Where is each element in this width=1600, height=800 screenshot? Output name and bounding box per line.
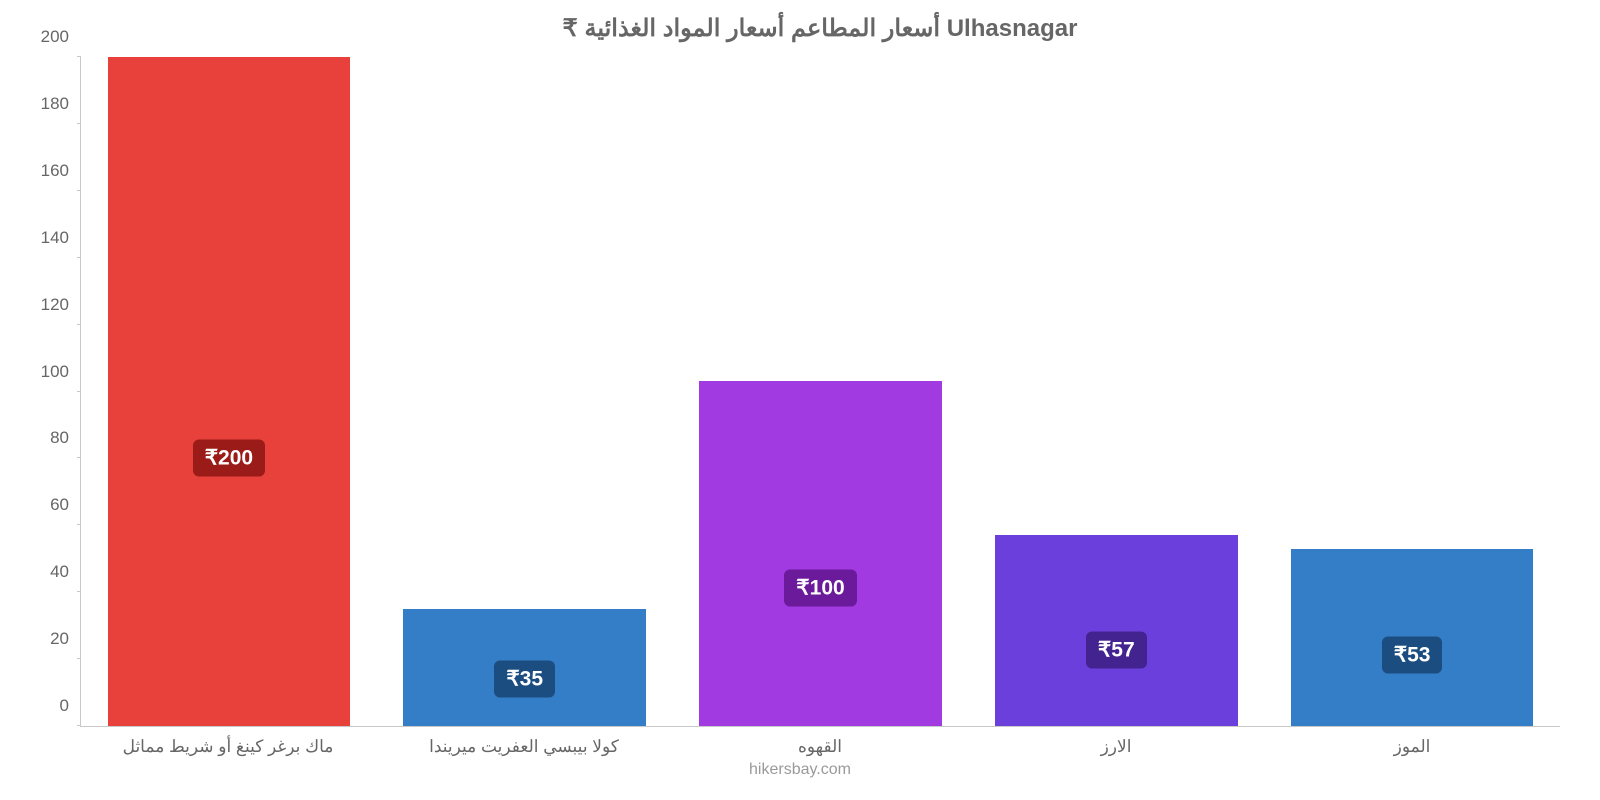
bar-slot: ₹57: [968, 57, 1264, 726]
plot-area: ₹200₹35₹100₹57₹53 0204060801001201401601…: [80, 57, 1560, 727]
y-tick: [77, 123, 81, 124]
bar: ₹100: [699, 381, 942, 726]
price-bar-chart: ₹ أسعار المطاعم أسعار المواد الغذائية Ul…: [0, 0, 1600, 800]
value-badge: ₹57: [1086, 631, 1147, 668]
bar: ₹35: [403, 609, 646, 726]
value-badge: ₹100: [784, 570, 856, 607]
value-badge: ₹53: [1382, 637, 1443, 674]
x-tick-label: ماك برغر كينغ أو شريط مماثل: [80, 727, 376, 757]
y-tick-label: 120: [41, 295, 81, 315]
y-tick-label: 160: [41, 161, 81, 181]
y-tick-label: 0: [60, 696, 81, 716]
bars-container: ₹200 ₹35 ₹100 ₹57 ₹53: [81, 57, 1560, 726]
bar-slot: ₹100: [673, 57, 969, 726]
y-tick: [77, 524, 81, 525]
y-tick-label: 180: [41, 94, 81, 114]
value-badge: ₹35: [494, 661, 555, 698]
bar-slot: ₹35: [377, 57, 673, 726]
bar: ₹53: [1291, 549, 1534, 726]
chart-title: ₹ أسعار المطاعم أسعار المواد الغذائية Ul…: [80, 14, 1560, 43]
y-tick: [77, 56, 81, 57]
y-tick: [77, 591, 81, 592]
y-tick-label: 100: [41, 362, 81, 382]
y-tick-label: 140: [41, 228, 81, 248]
attribution-text: hikersbay.com: [0, 761, 1600, 779]
y-tick: [77, 257, 81, 258]
y-tick-label: 200: [41, 27, 81, 47]
value-badge: ₹200: [193, 440, 265, 477]
x-tick-label: القهوه: [672, 727, 968, 757]
y-tick: [77, 391, 81, 392]
bar-slot: ₹200: [81, 57, 377, 726]
y-tick-label: 60: [50, 495, 81, 515]
x-tick-label: الارز: [968, 727, 1264, 757]
x-tick-label: كولا بيبسي العفريت ميريندا: [376, 727, 672, 757]
bar: ₹57: [995, 535, 1238, 726]
x-tick-label: الموز: [1264, 727, 1560, 757]
y-tick-label: 40: [50, 562, 81, 582]
y-tick: [77, 725, 81, 726]
y-tick: [77, 658, 81, 659]
x-axis-labels: ماك برغر كينغ أو شريط مماثلكولا بيبسي ال…: [80, 727, 1560, 757]
y-tick-label: 80: [50, 428, 81, 448]
y-tick: [77, 324, 81, 325]
bar-slot: ₹53: [1264, 57, 1560, 726]
y-tick-label: 20: [50, 629, 81, 649]
y-tick: [77, 190, 81, 191]
y-tick: [77, 457, 81, 458]
bar: ₹200: [108, 57, 351, 726]
